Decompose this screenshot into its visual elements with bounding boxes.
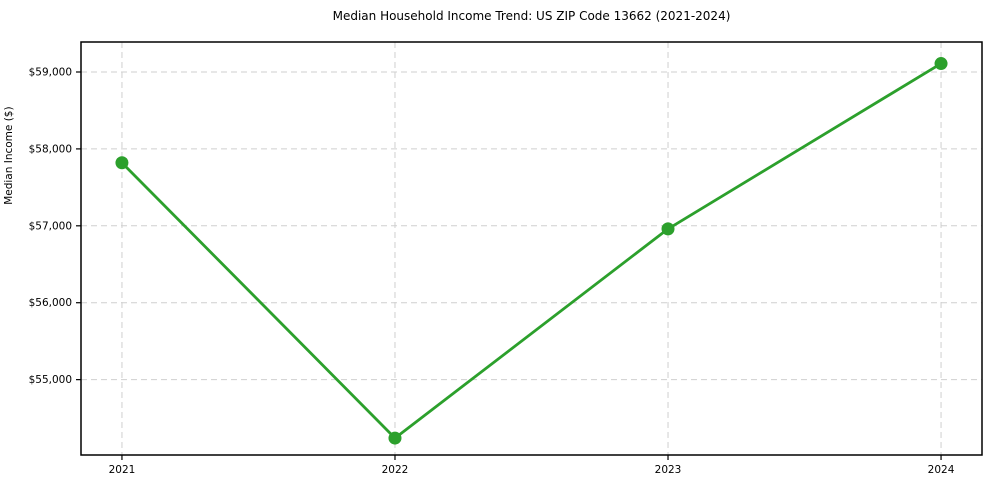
data-line	[120, 62, 943, 440]
y-tick-label: $55,000	[29, 374, 72, 386]
y-tick-label: $56,000	[29, 297, 72, 309]
data-point-marker	[115, 156, 129, 170]
x-tick-label: 2023	[655, 464, 682, 476]
data-point-marker	[661, 222, 675, 236]
x-tick-label: 2022	[382, 464, 409, 476]
data-point-marker	[934, 57, 948, 71]
y-tick-label: $59,000	[29, 66, 72, 78]
y-tick-label: $57,000	[29, 220, 72, 232]
plot-border	[80, 41, 983, 456]
data-point-marker	[388, 431, 402, 445]
x-tick-label: 2021	[109, 464, 136, 476]
chart-title: Median Household Income Trend: US ZIP Co…	[332, 9, 731, 23]
y-tick-label: $58,000	[29, 143, 72, 155]
x-tick-label: 2024	[928, 464, 955, 476]
